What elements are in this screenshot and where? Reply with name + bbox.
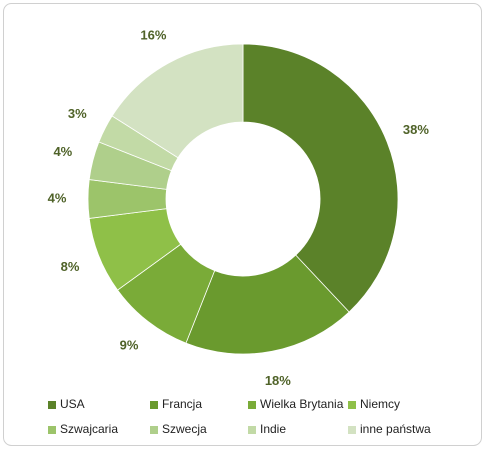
legend-swatch [150,401,158,409]
legend-label: Szwajcaria [60,422,118,436]
legend-swatch [48,401,56,409]
legend-label: USA [60,397,85,411]
legend-swatch [248,426,256,434]
legend-swatch [348,426,356,434]
legend-swatch [348,401,356,409]
data-label: 16% [140,27,166,42]
legend-label: Indie [260,422,286,436]
data-label: 9% [120,337,139,352]
legend-label: Wielka Brytania [260,397,344,411]
donut-slice [111,43,244,159]
legend-swatch [248,401,256,409]
data-label: 8% [61,259,80,274]
data-label: 4% [53,144,72,159]
data-label: 38% [403,122,429,137]
legend-label: Niemcy [360,397,400,411]
legend-label: Francja [162,397,202,411]
data-label: 18% [265,373,291,388]
data-label: 4% [48,190,67,205]
legend-label: Szwecja [162,422,207,436]
legend-swatch [48,426,56,434]
donut-slice [185,254,350,355]
data-label: 3% [68,106,87,121]
legend-swatch [150,426,158,434]
donut-slice [242,43,399,313]
legend-label: inne państwa [360,422,431,436]
